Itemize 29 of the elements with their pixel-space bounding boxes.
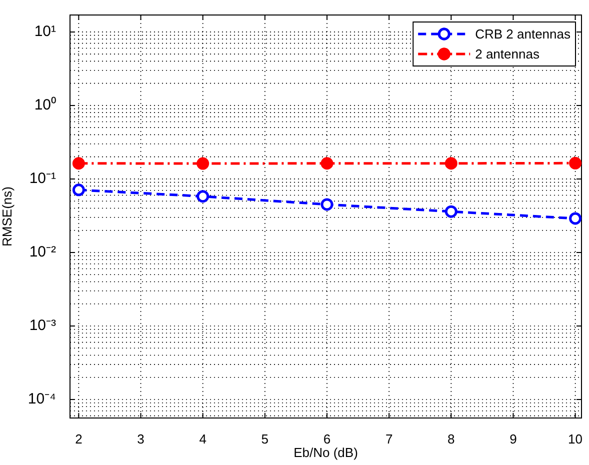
- x-axis-title: Eb/No (dB): [294, 444, 358, 460]
- y-tick-label: 10⁰: [34, 96, 56, 114]
- x-tick-label: 4: [199, 431, 206, 446]
- point: [444, 157, 458, 170]
- x-tick-label: 2: [75, 431, 82, 446]
- point: [196, 157, 210, 170]
- point: [320, 198, 334, 211]
- x-tick-label: 6: [323, 431, 331, 446]
- y-tick-label: 10⁻³: [29, 317, 56, 334]
- x-tick-label: 10: [568, 431, 583, 446]
- x-tick-label: 3: [137, 431, 144, 446]
- x-tick-label: 5: [261, 431, 269, 446]
- x-tick-label: 9: [510, 431, 517, 446]
- y-tick-label: 10⁻¹: [29, 170, 56, 188]
- y-tick-label: 10¹: [34, 23, 56, 40]
- point: [196, 190, 210, 203]
- point: [320, 157, 334, 170]
- y-axis-title: RMSE(ns): [0, 186, 14, 246]
- legend-label: 2 antennas: [475, 46, 540, 62]
- y-tick-label: 10⁻²: [29, 244, 56, 261]
- y-tick-label: 10⁻⁴: [28, 390, 56, 408]
- legend-label: CRB 2 antennas: [475, 26, 571, 42]
- point: [72, 157, 85, 170]
- point: [444, 205, 458, 218]
- x-tick-label: 8: [448, 431, 455, 446]
- point: [72, 184, 85, 196]
- point: [569, 156, 582, 170]
- x-tick-label: 7: [385, 431, 393, 446]
- point: [569, 212, 582, 225]
